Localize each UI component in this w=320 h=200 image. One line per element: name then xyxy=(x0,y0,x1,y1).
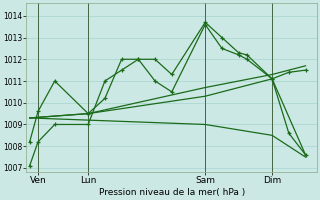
X-axis label: Pression niveau de la mer( hPa ): Pression niveau de la mer( hPa ) xyxy=(99,188,245,197)
